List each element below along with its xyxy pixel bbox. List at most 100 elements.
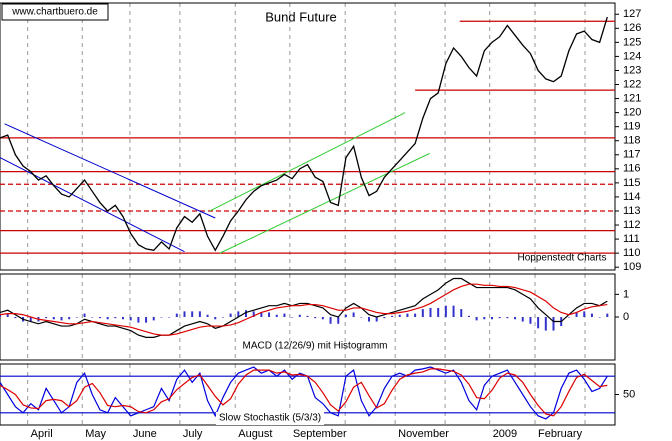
- stoch-label-box: [216, 412, 324, 425]
- x-tick-label: April: [31, 428, 53, 440]
- histogram-bar: [406, 313, 409, 317]
- histogram-bar: [122, 317, 124, 320]
- y-tick-label: 114: [623, 191, 641, 203]
- histogram-bar: [391, 315, 394, 317]
- histogram-bar: [467, 315, 470, 317]
- histogram-bar: [168, 317, 171, 318]
- histogram-bar: [575, 312, 578, 317]
- trend-line: [0, 157, 185, 253]
- x-tick-label: November: [398, 428, 449, 440]
- histogram-bar: [129, 317, 132, 321]
- histogram-bar: [52, 317, 55, 320]
- histogram-bar: [0, 314, 1, 317]
- series-line: [0, 16, 608, 252]
- histogram-bar: [598, 317, 601, 318]
- chart-title: Bund Future: [265, 9, 337, 24]
- histogram-bar: [352, 312, 355, 317]
- histogram-bar: [275, 314, 278, 317]
- panel-frame: [0, 2, 616, 271]
- stoch-label: Slow Stochastik (5/3/3): [219, 413, 321, 424]
- y-tick-label: 113: [623, 205, 641, 217]
- trend-line: [219, 152, 430, 254]
- series-line: [0, 277, 608, 338]
- histogram-bar: [414, 313, 417, 317]
- histogram-bar: [191, 311, 194, 317]
- histogram-bar: [91, 317, 94, 318]
- histogram-bar: [60, 317, 63, 321]
- histogram-bar: [237, 311, 240, 317]
- series-line: [0, 368, 608, 417]
- histogram-bar: [214, 317, 217, 320]
- y-tick-label: 110: [623, 247, 641, 259]
- histogram-bar: [567, 317, 570, 318]
- histogram-bar: [329, 317, 332, 324]
- y-tick-label: 111: [623, 233, 640, 245]
- histogram-bar: [175, 313, 178, 317]
- histogram-bar: [552, 317, 555, 331]
- y-tick-label: 127: [623, 8, 641, 20]
- x-tick-label: August: [238, 428, 272, 440]
- histogram-bar: [314, 317, 317, 319]
- y-tick-label: 119: [623, 121, 641, 133]
- histogram-bar: [75, 317, 78, 318]
- histogram-bar: [429, 307, 432, 317]
- y-tick-label: 109: [623, 261, 641, 273]
- x-tick-label: May: [85, 428, 106, 440]
- histogram-bar: [268, 312, 271, 317]
- y-tick-label: 115: [623, 177, 641, 189]
- x-tick-label: September: [293, 428, 347, 440]
- source: www.chartbuero.de: [11, 7, 98, 18]
- histogram-bar: [145, 317, 148, 323]
- y-tick-label: 50: [623, 388, 635, 400]
- histogram-bar: [283, 313, 286, 317]
- histogram-bar: [475, 317, 478, 321]
- histogram-bar: [460, 309, 463, 317]
- y-tick-label: 1: [623, 288, 629, 300]
- histogram-bar: [98, 317, 101, 319]
- histogram-bar: [590, 313, 593, 317]
- histogram-bar: [252, 311, 255, 317]
- histogram-bar: [298, 314, 301, 317]
- histogram-bar: [291, 317, 294, 318]
- y-tick-label: 117: [623, 149, 641, 161]
- y-tick-label: 125: [623, 36, 641, 48]
- histogram-bar: [483, 317, 486, 320]
- histogram-bar: [606, 313, 609, 317]
- histogram-bar: [29, 317, 32, 322]
- source-box: [1, 3, 109, 21]
- histogram-bar: [321, 317, 324, 320]
- histogram-bar: [137, 317, 140, 323]
- y-tick-label: 0: [623, 311, 629, 323]
- histogram-bar: [83, 313, 86, 317]
- histogram-bar: [506, 317, 509, 319]
- macd-label: MACD (12/26/9) mit Histogramm: [242, 341, 387, 352]
- y-tick-label: 122: [623, 78, 641, 90]
- histogram-bar: [221, 317, 224, 318]
- x-tick-label: February: [538, 428, 583, 440]
- histogram-bar: [337, 317, 340, 324]
- histogram-bar: [398, 314, 401, 317]
- series-line: [0, 283, 608, 336]
- histogram-bar: [491, 317, 493, 320]
- y-tick-label: 123: [623, 64, 641, 76]
- trend-line: [209, 112, 406, 212]
- histogram-bar: [114, 317, 117, 319]
- histogram-bar: [306, 315, 309, 317]
- x-tick-label: July: [183, 428, 203, 440]
- y-tick-label: 120: [623, 107, 641, 119]
- histogram-bar: [452, 305, 455, 317]
- histogram-bar: [245, 310, 247, 317]
- histogram-bar: [529, 317, 532, 324]
- y-tick-label: 124: [623, 50, 641, 62]
- histogram-bar: [68, 317, 71, 320]
- histogram-bar: [360, 317, 363, 318]
- histogram-bar: [514, 317, 517, 320]
- histogram-bar: [229, 313, 232, 317]
- histogram-bar: [583, 311, 586, 317]
- histogram-bar: [183, 311, 186, 317]
- x-tick-label: 2009: [493, 428, 517, 440]
- histogram-bar: [106, 317, 109, 320]
- histogram-bar: [198, 311, 201, 317]
